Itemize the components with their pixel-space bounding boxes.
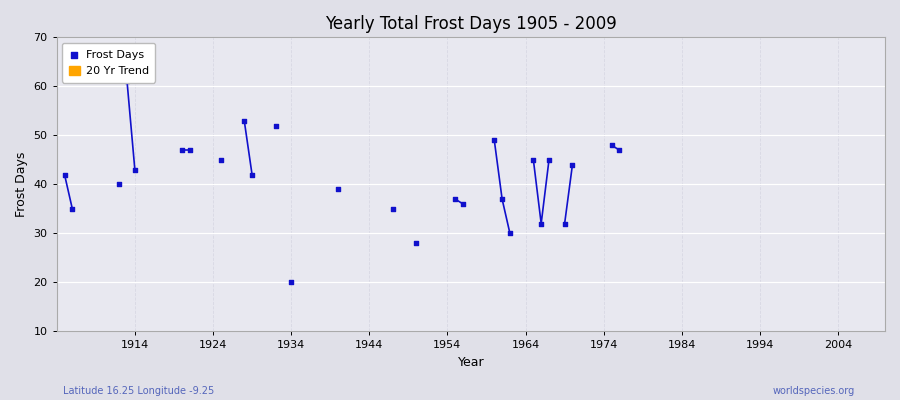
Title: Yearly Total Frost Days 1905 - 2009: Yearly Total Frost Days 1905 - 2009 <box>325 15 616 33</box>
Point <box>385 206 400 212</box>
Point <box>175 147 189 153</box>
Point <box>612 147 626 153</box>
Point <box>557 220 572 227</box>
X-axis label: Year: Year <box>457 356 484 369</box>
Point <box>565 162 580 168</box>
Point <box>120 78 134 85</box>
Point <box>534 220 548 227</box>
Point <box>526 157 541 163</box>
Point <box>448 196 463 202</box>
Point <box>495 196 509 202</box>
Point <box>604 142 618 148</box>
Point <box>268 122 283 129</box>
Point <box>455 201 470 207</box>
Point <box>331 186 346 192</box>
Point <box>284 279 298 286</box>
Text: Latitude 16.25 Longitude -9.25: Latitude 16.25 Longitude -9.25 <box>63 386 214 396</box>
Text: worldspecies.org: worldspecies.org <box>773 386 855 396</box>
Point <box>183 147 197 153</box>
Point <box>237 118 251 124</box>
Point <box>65 206 79 212</box>
Point <box>409 240 423 246</box>
Point <box>128 166 142 173</box>
Point <box>213 157 228 163</box>
Point <box>503 230 517 236</box>
Point <box>112 181 126 188</box>
Legend: Frost Days, 20 Yr Trend: Frost Days, 20 Yr Trend <box>62 43 156 83</box>
Point <box>542 157 556 163</box>
Y-axis label: Frost Days: Frost Days <box>15 152 28 217</box>
Point <box>58 171 72 178</box>
Point <box>487 137 501 144</box>
Point <box>245 171 259 178</box>
